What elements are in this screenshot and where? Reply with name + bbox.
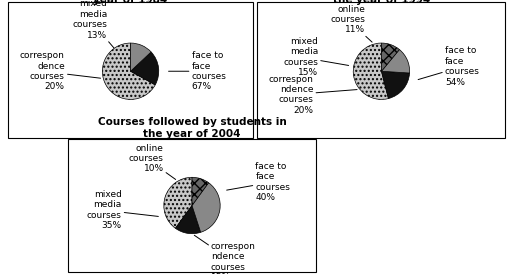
Text: face to
face
courses
54%: face to face courses 54% [418,46,480,87]
Text: face to
face
courses
40%: face to face courses 40% [227,162,290,202]
Wedge shape [381,43,399,71]
Text: online
courses
11%: online courses 11% [330,5,372,42]
Wedge shape [131,43,151,71]
Text: face to
face
courses
67%: face to face courses 67% [168,51,226,91]
Wedge shape [353,43,389,99]
Text: mixed
media
courses
35%: mixed media courses 35% [87,190,158,230]
Text: mixed
media
courses
15%: mixed media courses 15% [283,37,349,77]
Title: Courses followed by students in
the year of 2004: Courses followed by students in the year… [98,116,286,139]
Title: Courses followed by students in
the year of 1994: Courses followed by students in the year… [287,0,476,5]
Wedge shape [192,177,208,206]
Wedge shape [176,206,201,234]
Title: Courses followed by students in the
year of 1984: Courses followed by students in the year… [25,0,237,5]
Text: mixed
media
courses
13%: mixed media courses 13% [72,0,114,48]
Text: correspon
ndence
courses
15%: correspon ndence courses 15% [194,235,255,274]
Wedge shape [381,71,410,99]
Wedge shape [164,177,192,228]
Text: correspon
dence
courses
20%: correspon dence courses 20% [20,51,100,91]
Text: correspon
ndence
courses
20%: correspon ndence courses 20% [268,75,357,115]
Wedge shape [192,183,220,232]
Wedge shape [102,43,155,99]
Wedge shape [131,52,159,85]
Wedge shape [381,50,410,73]
Text: online
courses
10%: online courses 10% [129,144,176,179]
